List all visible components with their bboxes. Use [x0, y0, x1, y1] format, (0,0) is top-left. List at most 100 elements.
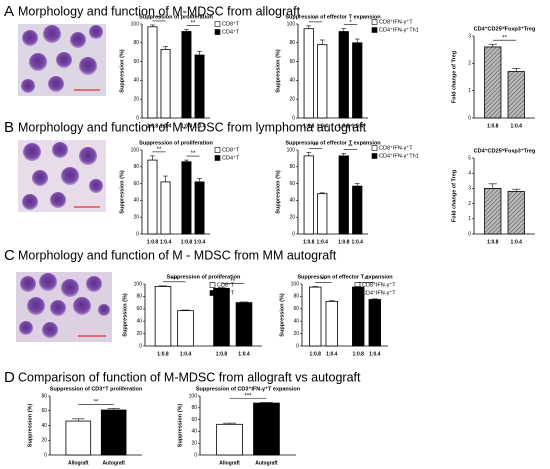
bar: [147, 26, 158, 119]
x-tick-label: 1:0.4: [317, 123, 329, 129]
x-tick-label: 1:0.8: [338, 239, 350, 245]
bar: [352, 42, 363, 119]
y-tick-label: 100: [134, 281, 143, 287]
x-tick-label: 1:0.8: [487, 123, 499, 129]
y-axis-label: Fold change of Treg: [451, 170, 457, 222]
legend-label: CD8⁺IFN-γ⁺T: [379, 18, 413, 25]
y-tick-label: 60: [133, 59, 139, 65]
bar: [338, 31, 349, 119]
legend-label: CD8⁺IFN-γ⁺T: [362, 281, 396, 288]
bar: [65, 420, 92, 456]
panel-title: Morphology and function of M-MDSC from l…: [18, 120, 367, 134]
panel-title: Comparison of function of M-MDSC from al…: [18, 370, 361, 384]
x-tick-label: 1:0.4: [194, 123, 206, 129]
y-tick-label: 40: [41, 423, 47, 429]
micrograph: [16, 272, 112, 342]
legend-swatch: [214, 155, 221, 161]
legend-swatch: [371, 27, 378, 33]
y-tick-label: 100: [287, 21, 296, 27]
y-tick-label: 40: [136, 319, 142, 325]
x-tick-label: 1:0.4: [317, 239, 329, 245]
legend-swatch: [214, 29, 221, 35]
x-tick-label: 1:0.4: [352, 123, 364, 129]
significance-label: **: [157, 147, 162, 153]
x-tick-label: 1:0.4: [511, 239, 523, 245]
micrograph: [18, 24, 106, 96]
chart-title: CD4⁺CD25ʰⁱFoxp3⁺Treg: [474, 145, 536, 154]
y-tick-label: 20: [289, 97, 295, 103]
bar: [181, 31, 192, 119]
panel-title: Morphology and function of M - MDSC from…: [18, 248, 337, 262]
micrograph: [18, 140, 106, 212]
x-tick-label: Allograft: [68, 460, 89, 466]
y-tick-label: 1: [468, 88, 471, 94]
y-tick-label: 80: [191, 405, 197, 411]
y-tick-label: 20: [293, 331, 299, 337]
legend-swatch: [209, 290, 216, 296]
x-tick-label: 1:0.8: [147, 123, 159, 129]
x-tick-label: Allograft: [219, 460, 240, 466]
y-axis-label: Suppression (%): [177, 404, 183, 448]
bar: [147, 159, 158, 235]
bar: [154, 286, 172, 347]
y-tick-label: 60: [41, 408, 47, 414]
legend-swatch: [209, 282, 216, 288]
x-tick-label: 1:0.8: [157, 351, 169, 357]
y-tick-label: 0: [136, 115, 139, 121]
legend-label: CD4⁺T: [222, 154, 240, 161]
legend-swatch: [371, 19, 378, 25]
significance-label: **: [230, 279, 235, 285]
y-tick-label: 0: [468, 231, 471, 237]
y-tick-label: 40: [289, 198, 295, 204]
y-tick-label: 1: [468, 216, 471, 222]
x-tick-label: 1:0.4: [194, 239, 206, 245]
y-tick-label: 20: [136, 331, 142, 337]
x-tick-label: 1:0.8: [181, 239, 193, 245]
y-tick-label: 0: [468, 115, 471, 121]
y-tick-label: 20: [289, 215, 295, 221]
chart-title: Suppression of effector T expansion: [285, 140, 381, 146]
y-tick-label: 5: [468, 155, 471, 161]
chart-title: Suppression of CD3⁺IFN-γ⁺T expansion: [196, 385, 301, 392]
bar: [216, 423, 243, 456]
significance-label: **: [94, 400, 99, 406]
legend-label: CD4⁺T: [222, 28, 240, 35]
bar: [160, 181, 171, 235]
y-tick-label: 80: [289, 40, 295, 46]
y-tick-label: 0: [139, 343, 142, 349]
bar: [317, 44, 328, 119]
significance-label: **: [321, 278, 326, 284]
chart-title: Suppression of proliferation: [139, 14, 213, 20]
bar: [253, 402, 280, 456]
y-tick-label: 100: [131, 147, 140, 153]
x-tick-label: 1:0.4: [180, 351, 192, 357]
significance-label: **: [157, 16, 162, 22]
y-axis-label: Suppression (%): [275, 170, 281, 214]
chart-title: Suppression of CD3⁺T proliferation: [50, 385, 143, 392]
y-axis-label: Suppression (%): [279, 293, 285, 337]
panel-letter: C: [4, 247, 15, 264]
significance-label: **: [348, 144, 353, 150]
y-tick-label: 100: [131, 21, 140, 27]
y-tick-label: 40: [133, 198, 139, 204]
y-tick-label: 3: [468, 33, 471, 39]
y-tick-label: 20: [41, 438, 47, 444]
panel-letter: D: [4, 369, 15, 386]
bar: [160, 48, 171, 119]
panel-letter: B: [4, 119, 14, 136]
x-tick-label: 1:0.8: [487, 239, 499, 245]
x-tick-label: 1:0.8: [181, 123, 193, 129]
legend-label: CD8⁺T: [217, 281, 235, 288]
significance-label: **: [191, 151, 196, 157]
x-tick-label: Autograft: [102, 460, 125, 466]
bar: [352, 185, 363, 235]
bar: [177, 310, 194, 347]
bar: [235, 302, 253, 347]
y-tick-label: 60: [289, 59, 295, 65]
x-tick-label: 1:0.8: [147, 239, 159, 245]
bar: [100, 409, 127, 456]
y-tick-label: 20: [133, 97, 139, 103]
y-tick-label: 20: [133, 215, 139, 221]
x-tick-label: 1:0.8: [353, 351, 365, 357]
x-tick-label: 1:0.4: [160, 123, 172, 129]
